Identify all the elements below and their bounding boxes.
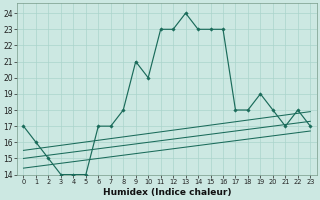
X-axis label: Humidex (Indice chaleur): Humidex (Indice chaleur)	[103, 188, 231, 197]
